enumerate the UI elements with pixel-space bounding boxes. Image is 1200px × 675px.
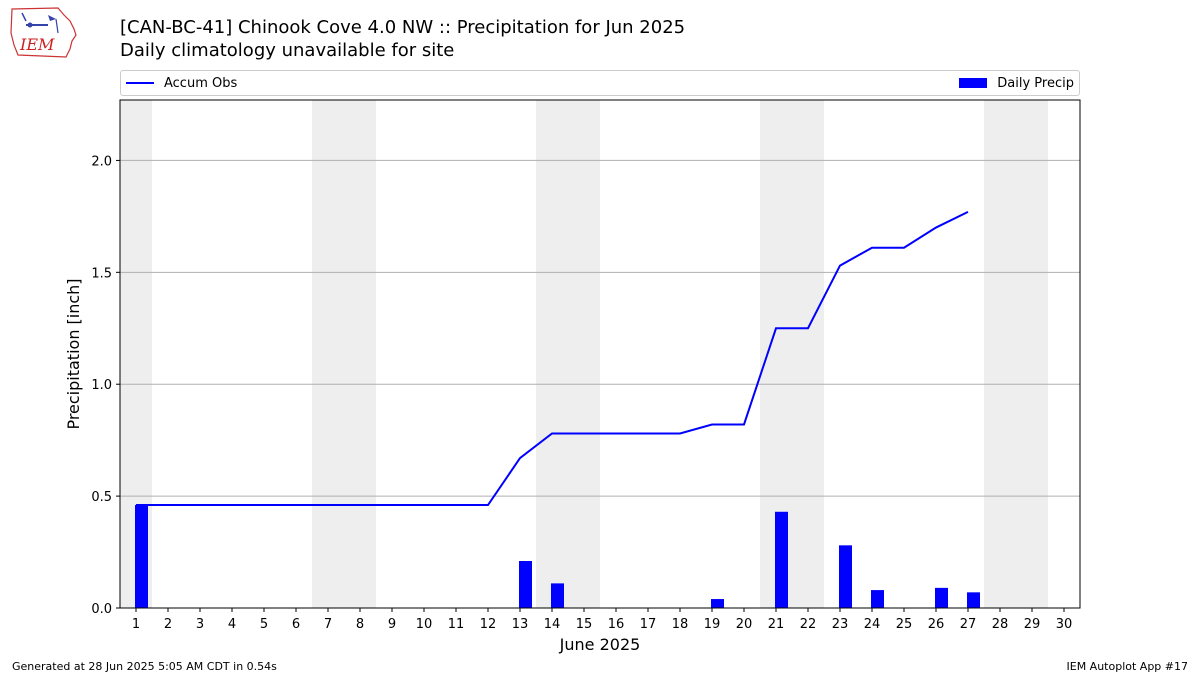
precip-bar xyxy=(839,545,852,608)
accum-obs-line xyxy=(136,210,969,507)
legend-item-accum-obs: Accum Obs xyxy=(126,71,237,95)
x-tick-label: 23 xyxy=(832,617,849,632)
x-tick-label: 21 xyxy=(768,617,785,632)
chart-title: [CAN-BC-41] Chinook Cove 4.0 NW :: Preci… xyxy=(120,17,686,38)
x-tick-label: 2 xyxy=(164,617,172,632)
x-tick-label: 6 xyxy=(292,617,300,632)
x-tick-label: 1 xyxy=(132,617,140,632)
x-tick-label: 7 xyxy=(324,617,332,632)
x-tick-label: 9 xyxy=(388,617,396,632)
x-tick-label: 5 xyxy=(260,617,268,632)
precip-bar xyxy=(551,583,564,608)
precip-bar xyxy=(519,561,532,608)
x-tick-label: 27 xyxy=(960,617,977,632)
x-tick-label: 12 xyxy=(480,617,497,632)
x-tick-label: 28 xyxy=(992,617,1009,632)
x-tick-label: 20 xyxy=(736,617,753,632)
x-tick-label: 14 xyxy=(544,617,561,632)
x-tick-label: 30 xyxy=(1056,617,1073,632)
x-tick-label: 4 xyxy=(228,617,236,632)
x-tick-label: 16 xyxy=(608,617,625,632)
weekend-shade xyxy=(312,100,376,608)
legend-label-accum-obs: Accum Obs xyxy=(164,75,238,91)
y-tick-label: 1.5 xyxy=(91,266,112,281)
x-tick-label: 17 xyxy=(640,617,657,632)
y-axis-label: Precipitation [inch] xyxy=(64,278,83,429)
legend-line-swatch xyxy=(126,82,154,84)
x-tick-label: 25 xyxy=(896,617,913,632)
x-tick-label: 18 xyxy=(672,617,689,632)
x-tick-label: 29 xyxy=(1024,617,1041,632)
x-axis-label: June 2025 xyxy=(559,635,641,654)
chart-subtitle: Daily climatology unavailable for site xyxy=(120,40,455,61)
plot-frame xyxy=(119,99,1081,609)
precip-bar xyxy=(967,592,980,608)
x-tick-label: 26 xyxy=(928,617,945,632)
legend: Accum Obs Daily Precip xyxy=(120,70,1080,96)
precip-bar xyxy=(775,511,788,608)
precip-bar xyxy=(135,505,148,608)
precip-bar xyxy=(871,590,884,608)
weekend-shade xyxy=(760,100,824,608)
legend-bar-swatch xyxy=(959,78,988,88)
y-tick-label: 0.5 xyxy=(91,490,112,505)
x-tick-label: 11 xyxy=(448,617,465,632)
x-tick-label: 13 xyxy=(512,617,529,632)
legend-label-daily-precip: Daily Precip xyxy=(997,75,1074,91)
x-tick-label: 24 xyxy=(864,617,881,632)
precip-bar xyxy=(711,599,724,608)
weekend-shade xyxy=(984,100,1048,608)
legend-item-daily-precip: Daily Precip xyxy=(959,71,1074,95)
x-tick-label: 19 xyxy=(704,617,721,632)
x-tick-label: 3 xyxy=(196,617,204,632)
weekend-shade xyxy=(536,100,600,608)
y-tick-label: 2.0 xyxy=(91,154,112,169)
app-credit: IEM Autoplot App #17 xyxy=(1066,660,1189,673)
x-tick-label: 8 xyxy=(356,617,364,632)
x-tick-label: 22 xyxy=(800,617,817,632)
x-tick-label: 10 xyxy=(416,617,433,632)
precip-bar xyxy=(935,587,948,608)
y-tick-label: 1.0 xyxy=(91,378,112,393)
logo-text: IEM xyxy=(19,35,55,54)
iem-logo-icon: IEM xyxy=(10,7,77,58)
y-tick-label: 0.0 xyxy=(91,602,112,617)
generated-timestamp: Generated at 28 Jun 2025 5:05 AM CDT in … xyxy=(12,660,277,673)
x-tick-label: 15 xyxy=(576,617,593,632)
